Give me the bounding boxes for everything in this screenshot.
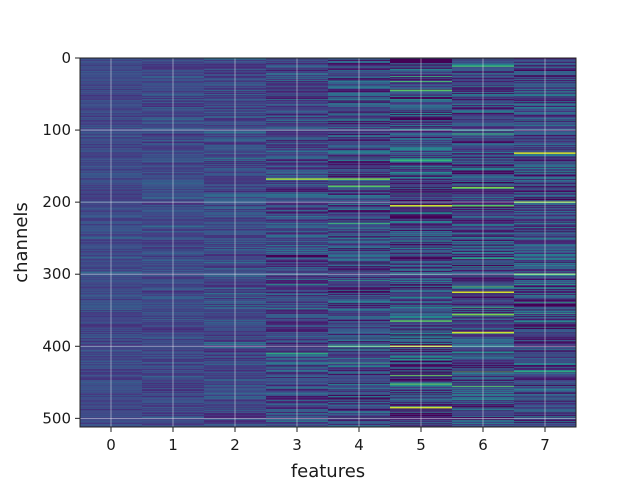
y-axis-label: channels [11, 202, 32, 283]
x-tick-label: 7 [540, 436, 550, 454]
y-tick-label: 300 [42, 265, 71, 283]
grid-lines [80, 57, 576, 427]
y-axis-ticks: 0 100 200 300 400 500 [42, 49, 80, 427]
y-tick-label: 100 [42, 121, 71, 139]
x-axis-ticks: 0 1 2 3 4 5 6 7 [106, 427, 550, 454]
x-tick-label: 3 [292, 436, 302, 454]
x-tick-label: 2 [230, 436, 240, 454]
plot-frame [79, 57, 577, 428]
x-tick-label: 1 [168, 436, 178, 454]
x-axis-label: features [291, 461, 365, 480]
heatmap-cells [80, 58, 577, 428]
y-tick-label: 500 [42, 409, 71, 427]
x-tick-label: 4 [354, 436, 364, 454]
x-tick-label: 0 [106, 436, 116, 454]
x-tick-label: 6 [478, 436, 488, 454]
y-tick-label: 0 [61, 49, 71, 67]
x-tick-label: 5 [416, 436, 426, 454]
y-tick-label: 200 [42, 193, 71, 211]
y-tick-label: 400 [42, 337, 71, 355]
